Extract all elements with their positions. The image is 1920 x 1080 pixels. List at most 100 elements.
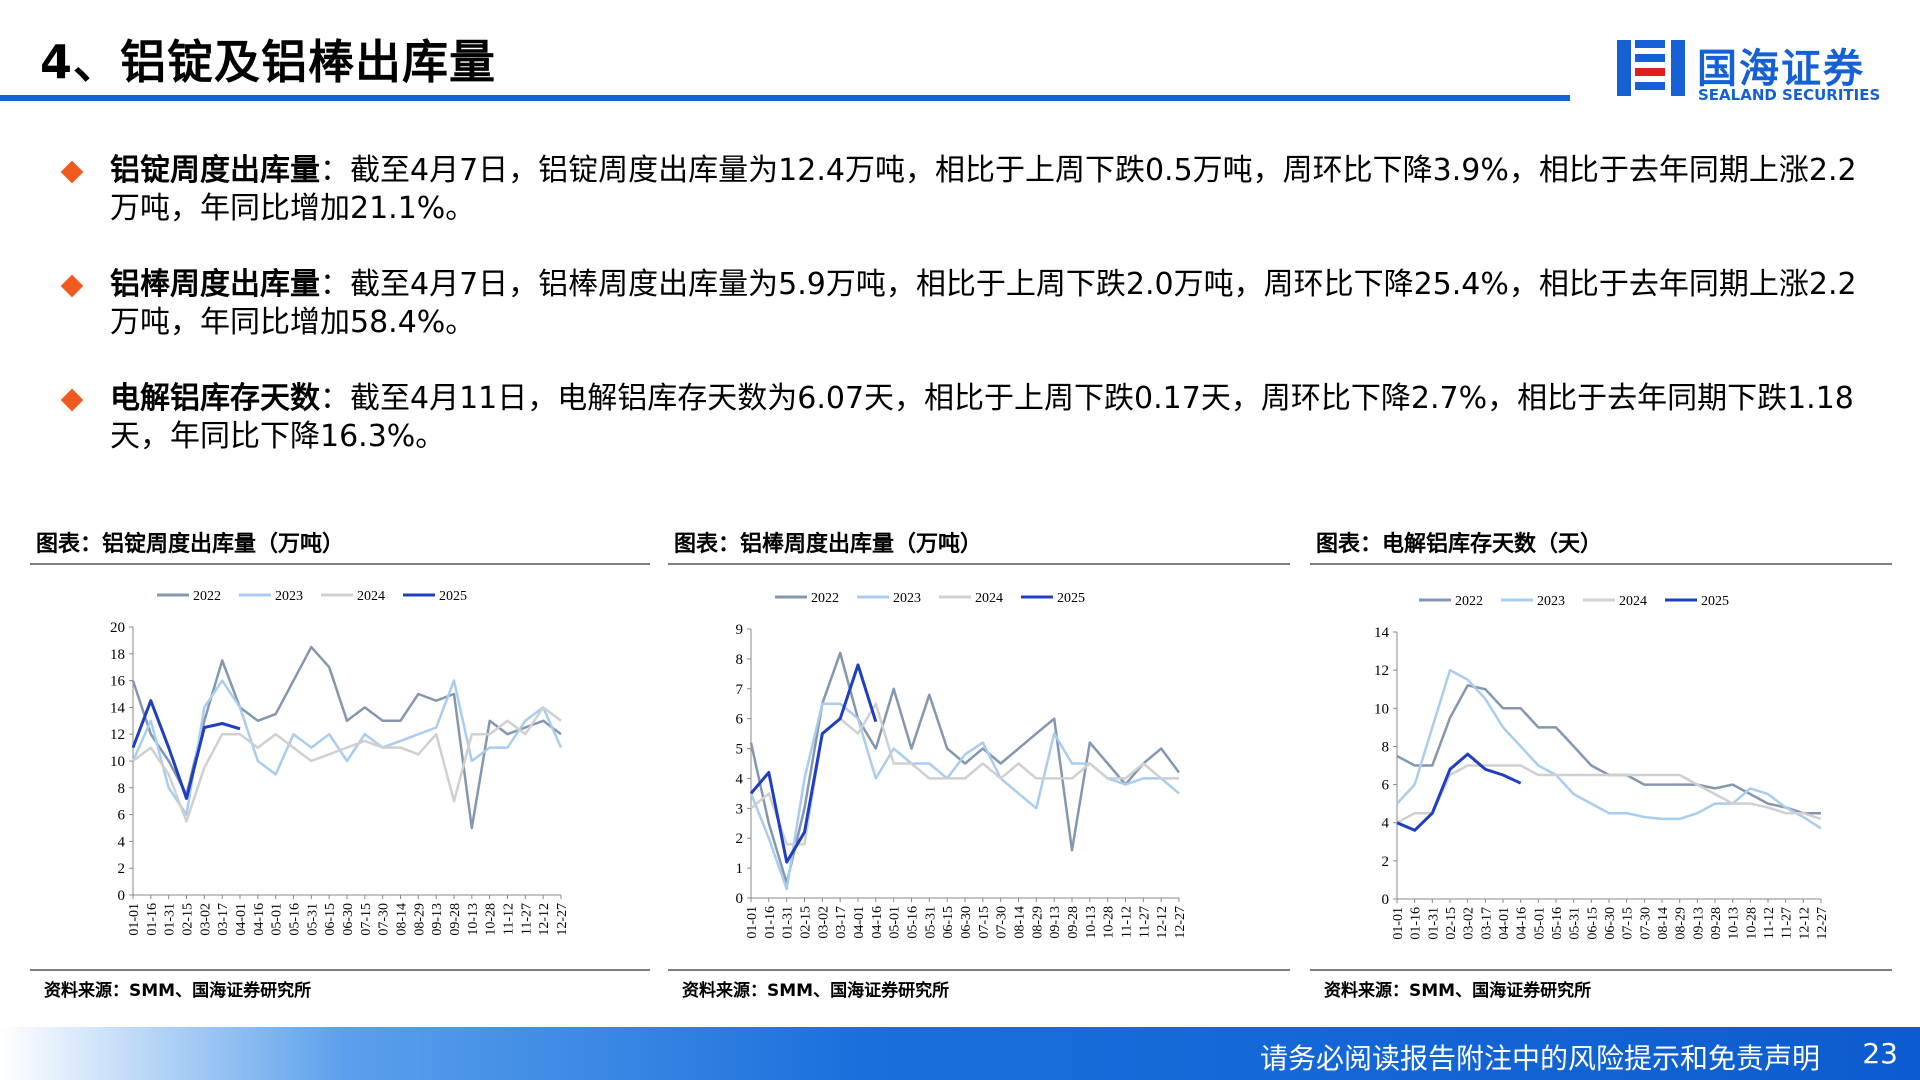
- x-tick-label: 05-01: [270, 903, 285, 936]
- x-tick-label: 07-30: [1638, 907, 1653, 940]
- x-tick-label: 06-15: [941, 906, 956, 939]
- y-tick-label: 2: [118, 861, 126, 877]
- legend-label: 2022: [193, 589, 221, 604]
- x-tick-label: 04-01: [234, 903, 249, 936]
- x-tick-label: 10-13: [1084, 906, 1099, 939]
- x-tick-label: 01-31: [781, 906, 796, 939]
- x-tick-label: 12-12: [1155, 906, 1170, 939]
- logo: 国海证券 SEALAND SECURITIES: [1615, 36, 1885, 106]
- x-tick-label: 04-16: [252, 903, 267, 936]
- series-line: [1396, 668, 1822, 830]
- x-tick-label: 06-30: [959, 906, 974, 939]
- x-tick-label: 05-31: [305, 903, 320, 936]
- x-tick-label: 01-16: [1409, 907, 1424, 940]
- series-line: [1396, 752, 1522, 832]
- x-tick-label: 12-27: [1815, 907, 1830, 940]
- x-tick-label: 02-15: [1444, 907, 1459, 940]
- x-tick-label: 09-13: [1048, 906, 1063, 939]
- series-line: [750, 702, 1179, 846]
- bullet-lead: 电解铝库存天数: [110, 381, 320, 416]
- bullet-text: ：截至4月7日，铝锭周度出库量为12.4万吨，相比于上周下跌0.5万吨，周环比下…: [110, 153, 1857, 226]
- y-tick-label: 0: [118, 888, 126, 904]
- title-rule: [0, 95, 1570, 101]
- bullet-lead: 铝棒周度出库量: [110, 267, 320, 302]
- bullet: 电解铝库存天数：截至4月11日，电解铝库存天数为6.07天，相比于上周下跌0.1…: [60, 380, 1880, 456]
- x-tick-label: 01-01: [745, 906, 760, 939]
- y-tick-label: 3: [736, 801, 744, 817]
- logo-icon: [1617, 40, 1685, 96]
- x-tick-label: 08-29: [412, 903, 427, 936]
- y-tick-label: 6: [118, 808, 126, 824]
- series-line: [1396, 764, 1822, 824]
- y-tick-label: 2: [736, 831, 744, 847]
- x-tick-label: 05-01: [888, 906, 903, 939]
- x-tick-label: 10-28: [484, 903, 499, 936]
- x-tick-label: 05-16: [906, 906, 921, 939]
- y-tick-label: 8: [118, 781, 126, 797]
- x-tick-label: 05-01: [1532, 907, 1547, 940]
- y-tick-label: 5: [736, 742, 744, 758]
- legend-label: 2024: [357, 589, 385, 604]
- x-tick-label: 11-27: [519, 903, 534, 935]
- x-tick-label: 12-27: [1173, 906, 1188, 939]
- x-tick-label: 07-15: [977, 906, 992, 939]
- chart-title: 图表：铝棒周度出库量（万吨）: [674, 531, 982, 557]
- x-tick-label: 03-17: [1479, 907, 1494, 940]
- x-tick-label: 04-01: [1497, 907, 1512, 940]
- x-tick-label: 05-16: [1550, 907, 1565, 940]
- x-tick-label: 03-17: [216, 903, 231, 936]
- x-tick-label: 08-29: [1674, 907, 1689, 940]
- legend-label: 2022: [811, 591, 839, 606]
- x-tick-label: 09-28: [448, 903, 463, 936]
- x-tick-label: 01-31: [1426, 907, 1441, 940]
- bullet: 铝锭周度出库量：截至4月7日，铝锭周度出库量为12.4万吨，相比于上周下跌0.5…: [60, 152, 1880, 228]
- bullet-marker: [60, 274, 84, 298]
- x-tick-label: 11-27: [1137, 906, 1152, 938]
- y-tick-label: 8: [1382, 739, 1390, 755]
- x-tick-label: 03-02: [1462, 907, 1477, 940]
- chart-title: 图表：铝锭周度出库量（万吨）: [36, 531, 344, 557]
- logo-english: SEALAND SECURITIES: [1698, 86, 1881, 104]
- y-tick-label: 9: [736, 622, 744, 638]
- bullet-marker: [60, 160, 84, 184]
- bullet: 铝棒周度出库量：截至4月7日，铝棒周度出库量为5.9万吨，相比于上周下跌2.0万…: [60, 266, 1880, 342]
- x-tick-label: 07-15: [1621, 907, 1636, 940]
- x-tick-label: 08-14: [1013, 906, 1028, 939]
- page-number: 23: [1862, 1037, 1898, 1070]
- x-tick-label: 08-14: [1656, 907, 1671, 940]
- y-tick-label: 12: [1374, 663, 1389, 679]
- y-tick-label: 10: [110, 754, 125, 770]
- x-tick-label: 06-30: [341, 903, 356, 936]
- series-line: [131, 679, 563, 816]
- series-line: [131, 699, 241, 800]
- y-tick-label: 18: [110, 647, 125, 663]
- y-tick-label: 16: [110, 674, 126, 690]
- y-tick-label: 14: [110, 700, 126, 716]
- x-tick-label: 01-31: [163, 903, 178, 936]
- x-tick-label: 05-31: [1568, 907, 1583, 940]
- x-tick-label: 09-13: [1691, 907, 1706, 940]
- x-tick-label: 01-16: [763, 906, 778, 939]
- series-line: [132, 706, 562, 823]
- x-tick-label: 12-12: [537, 903, 552, 936]
- x-tick-label: 12-12: [1797, 907, 1812, 940]
- x-tick-label: 11-12: [502, 903, 517, 935]
- x-tick-label: 05-31: [923, 906, 938, 939]
- legend-label: 2023: [1537, 594, 1565, 609]
- legend-label: 2025: [1057, 591, 1085, 606]
- x-tick-label: 03-02: [816, 906, 831, 939]
- y-tick-label: 12: [110, 727, 125, 743]
- series-line: [749, 651, 1181, 885]
- x-tick-label: 02-15: [181, 903, 196, 936]
- y-tick-label: 8: [736, 652, 744, 668]
- x-tick-label: 10-13: [466, 903, 481, 936]
- y-tick-label: 1: [736, 861, 744, 877]
- x-tick-label: 11-27: [1780, 907, 1795, 939]
- x-tick-label: 03-02: [198, 903, 213, 936]
- x-tick-label: 04-01: [852, 906, 867, 939]
- legend-label: 2022: [1455, 594, 1483, 609]
- x-tick-label: 03-17: [834, 906, 849, 939]
- x-tick-label: 11-12: [1120, 906, 1135, 938]
- x-tick-label: 04-16: [1515, 907, 1530, 940]
- chart-title: 图表：电解铝库存天数（天）: [1316, 531, 1602, 557]
